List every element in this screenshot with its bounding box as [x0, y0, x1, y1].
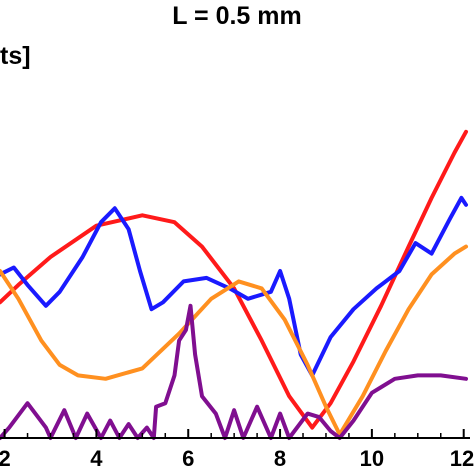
series-line-4 [0, 303, 468, 440]
x-tick-label-4: 4 [90, 446, 103, 471]
series-line-1 [0, 129, 468, 430]
x-tick-label-8: 8 [274, 446, 286, 471]
x-tick-label-10: 10 [360, 446, 384, 471]
series-line-2 [0, 195, 468, 378]
x-tick-label-6: 6 [182, 446, 194, 471]
x-tick-label-12: 12 [450, 446, 474, 471]
chart-title: L = 0.5 mm [172, 2, 302, 30]
x-tick-label-2: 2 [0, 446, 11, 471]
series-line-3 [0, 244, 468, 437]
y-axis-label-fragment: ts] [0, 42, 31, 70]
